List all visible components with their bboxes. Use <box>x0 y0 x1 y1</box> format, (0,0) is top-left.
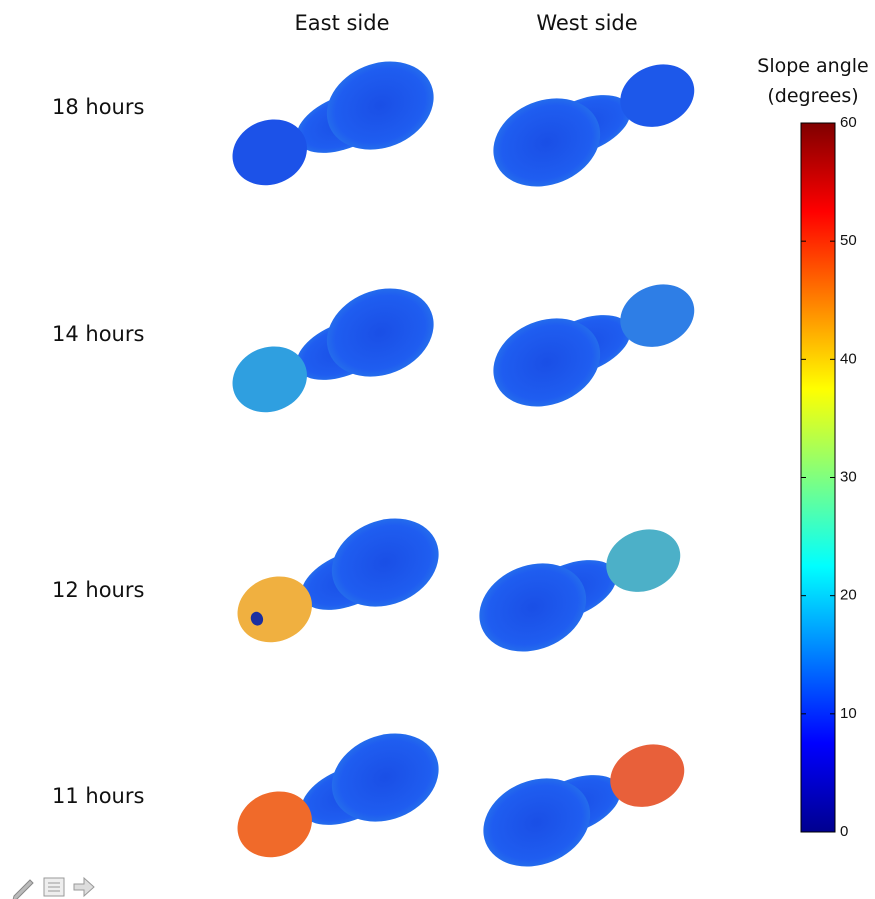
colorbar-tick-label: 20 <box>840 587 857 604</box>
colorbar-title: (degrees) <box>767 85 858 107</box>
row-label: 14 hours <box>52 322 144 346</box>
column-label: East side <box>294 11 389 35</box>
colorbar-title: Slope angle <box>757 55 868 77</box>
colorbar-tick-label: 0 <box>840 823 848 840</box>
asteroid-image <box>480 44 709 202</box>
colorbar <box>801 123 835 832</box>
figure: East side West side 18 hours 14 hours 12… <box>0 0 875 899</box>
colorbar-tick-label: 40 <box>840 350 857 367</box>
asteroid-image <box>218 46 447 204</box>
asteroid-image <box>470 724 699 882</box>
column-label: West side <box>536 11 637 35</box>
asteroid-image <box>466 509 695 667</box>
colorbar-tick-label: 50 <box>840 232 857 249</box>
row-label: 18 hours <box>52 95 144 119</box>
colorbar-tick-label: 10 <box>840 705 857 722</box>
edit-icon[interactable] <box>13 880 33 899</box>
next-icon[interactable] <box>74 878 94 896</box>
colorbar-tick-label: 60 <box>840 114 857 131</box>
colorbar-tick-label: 30 <box>840 468 857 485</box>
asteroid-image <box>223 718 452 876</box>
list-icon[interactable] <box>44 878 64 896</box>
row-label: 11 hours <box>52 784 144 808</box>
asteroid-image <box>218 273 447 431</box>
row-label: 12 hours <box>52 578 144 602</box>
asteroid-image <box>480 264 709 422</box>
asteroid-image <box>223 503 452 661</box>
